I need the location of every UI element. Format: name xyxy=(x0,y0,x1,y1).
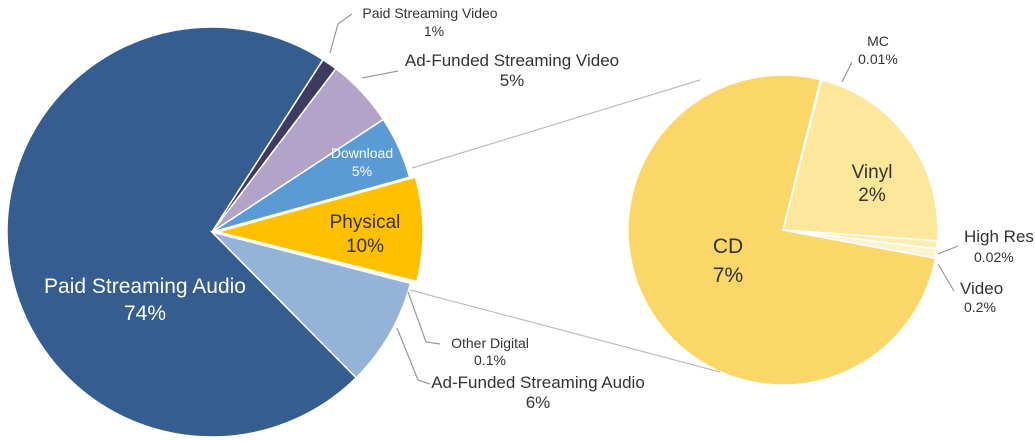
connector-bottom xyxy=(409,289,721,373)
leader-ad-funded-streaming-video xyxy=(361,70,399,79)
detail-slice-cd xyxy=(627,74,937,386)
value-other-digital: 0.1% xyxy=(474,352,506,368)
detail-pie xyxy=(627,74,939,386)
label-video: Video xyxy=(960,279,1003,298)
value-high-res: 0.02% xyxy=(974,249,1014,265)
pie-connectors xyxy=(409,79,721,373)
label-ad-funded-streaming-audio: Ad-Funded Streaming Audio xyxy=(431,373,645,392)
label-paid-streaming-video: Paid Streaming Video xyxy=(362,5,497,21)
slice-download xyxy=(211,118,411,233)
slice-ad-funded-streaming-audio xyxy=(209,230,412,379)
leader-video xyxy=(937,263,955,292)
main-pie xyxy=(6,26,424,438)
value-mc: 0.01% xyxy=(858,51,898,67)
slice-paid-streaming-audio xyxy=(6,26,358,438)
value-vinyl: 2% xyxy=(858,185,886,206)
label-download: Download xyxy=(331,145,393,161)
value-paid-streaming-video: 1% xyxy=(424,23,444,39)
leader-other-digital xyxy=(407,291,441,345)
leader-high-res xyxy=(937,245,959,255)
value-physical: 10% xyxy=(346,236,384,257)
detail-slice-video xyxy=(782,229,938,260)
label-ad-funded-streaming-video: Ad-Funded Streaming Video xyxy=(405,51,619,70)
value-ad-funded-streaming-video: 5% xyxy=(500,71,525,90)
detail-slice-vinyl xyxy=(782,79,939,242)
label-physical: Physical xyxy=(330,212,401,233)
chart-labels: Paid Streaming Audio 74% Paid Streaming Vi… xyxy=(44,5,1034,412)
value-cd: 7% xyxy=(713,264,743,287)
slice-physical xyxy=(215,176,424,283)
connector-top xyxy=(411,79,701,169)
label-cd: CD xyxy=(713,235,743,258)
leader-ad-funded-streaming-audio xyxy=(396,327,431,385)
value-video: 0.2% xyxy=(964,299,996,315)
label-mc: MC xyxy=(867,33,889,49)
value-download: 5% xyxy=(352,163,372,179)
value-paid-streaming-audio: 74% xyxy=(124,302,166,325)
value-ad-funded-streaming-audio: 6% xyxy=(526,393,551,412)
label-other-digital: Other Digital xyxy=(451,335,529,351)
leader-paid-streaming-video xyxy=(329,13,353,54)
label-high-res: High Res xyxy=(964,227,1034,246)
leader-mc xyxy=(841,61,853,83)
label-paid-streaming-audio: Paid Streaming Audio xyxy=(44,275,246,298)
label-vinyl: Vinyl xyxy=(852,162,893,183)
